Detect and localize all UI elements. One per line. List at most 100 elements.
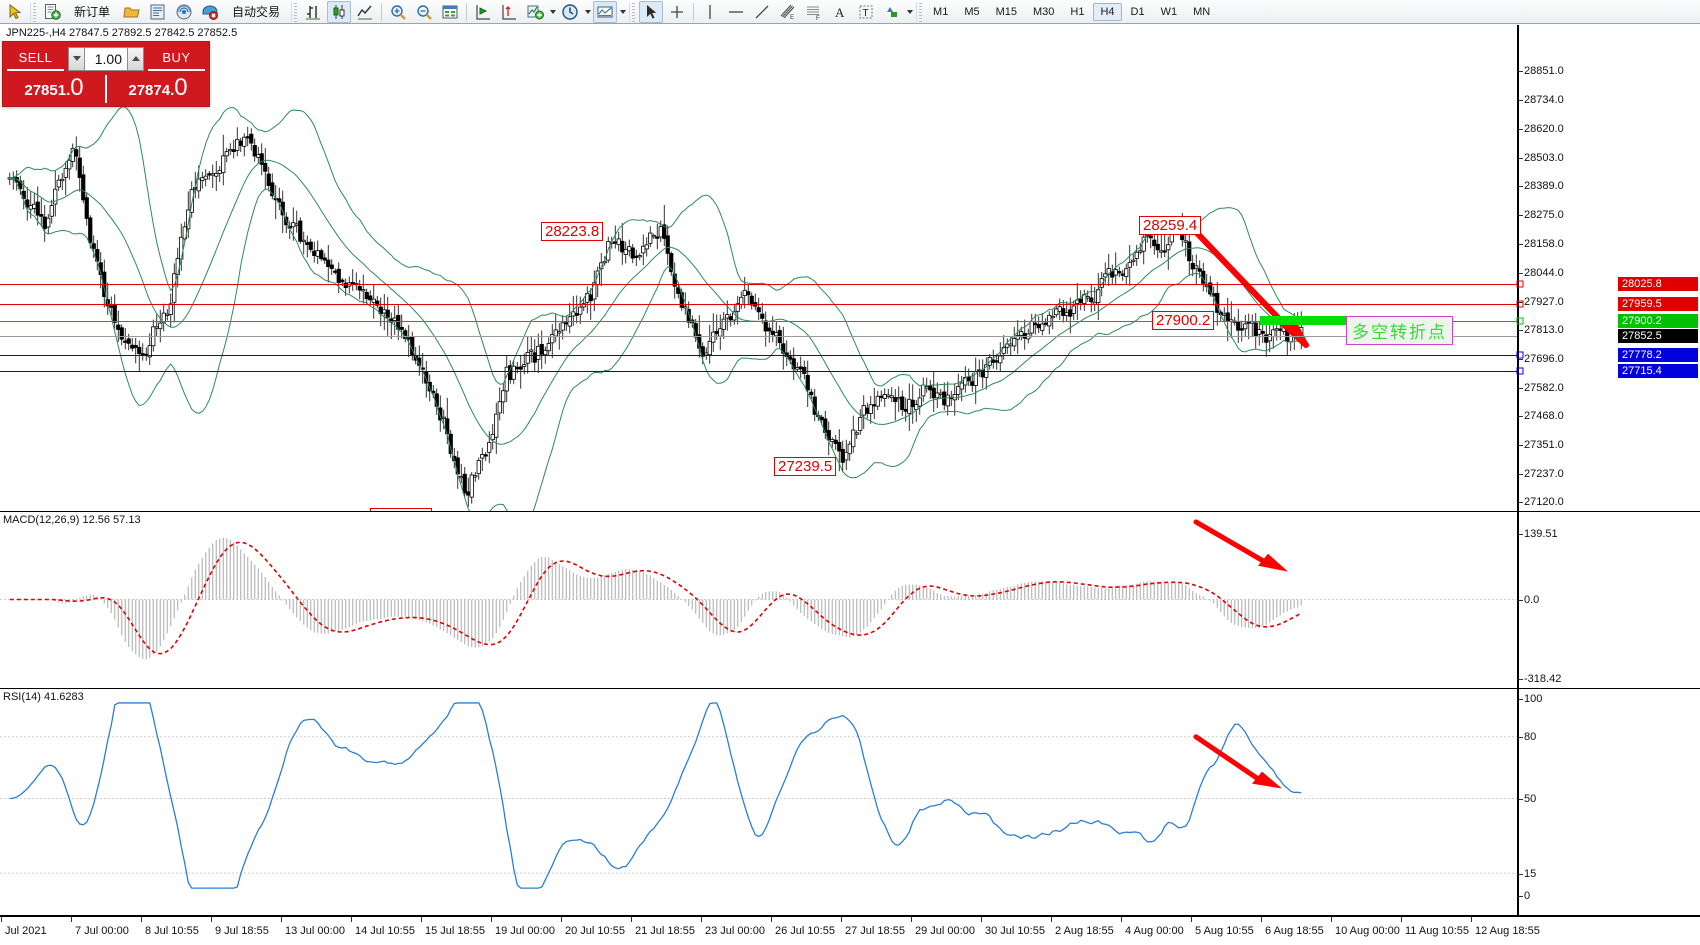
zoom-in-icon[interactable] bbox=[386, 1, 410, 23]
buy-price[interactable]: 27874 . 0 bbox=[107, 72, 209, 106]
bar-chart-icon[interactable] bbox=[301, 1, 325, 23]
rsi-scale: 100 80 50 15 0 bbox=[1517, 689, 1700, 915]
price-tick: 28275.0 bbox=[1519, 209, 1564, 221]
macd-plot[interactable]: MACD(12,26,9) 12.56 57.13 bbox=[0, 512, 1517, 688]
timeframe-h4[interactable]: H4 bbox=[1093, 2, 1122, 21]
price-level-handle[interactable] bbox=[1516, 280, 1524, 288]
sell-button[interactable]: SELL bbox=[7, 47, 64, 71]
templates-chevron-down-icon[interactable] bbox=[618, 2, 627, 22]
one-click-trading-panel[interactable]: SELL 1.00 BUY 27851 . 0 bbox=[2, 41, 210, 107]
time-tick: 10 Aug 00:00 bbox=[1331, 917, 1400, 937]
price-level-tag[interactable]: 27900.2 bbox=[1618, 314, 1698, 328]
swing-high-label-28259[interactable]: 28259.4 bbox=[1139, 216, 1202, 235]
signals-icon[interactable] bbox=[172, 1, 196, 23]
timeframe-h1[interactable]: H1 bbox=[1070, 5, 1085, 18]
vertical-line-icon[interactable] bbox=[698, 1, 722, 23]
price-level-tag[interactable]: 27715.4 bbox=[1618, 364, 1698, 378]
time-tick: 15 Jul 18:55 bbox=[421, 917, 485, 937]
resistance-line-27959[interactable] bbox=[0, 304, 1517, 305]
news-icon[interactable] bbox=[146, 1, 170, 23]
toolbar-grip-2[interactable] bbox=[291, 1, 299, 22]
rsi-pane[interactable]: RSI(14) 41.6283 100 80 50 15 0 bbox=[0, 688, 1700, 915]
chinese-annotation-note[interactable]: 多空转折点 bbox=[1346, 316, 1453, 345]
horizontal-line-icon[interactable] bbox=[724, 1, 748, 23]
swing-low-label-27037[interactable]: 27037.9 bbox=[370, 508, 433, 511]
price-level-tag[interactable]: 27778.2 bbox=[1618, 348, 1698, 362]
cursor-select-icon[interactable] bbox=[639, 0, 664, 23]
time-tick: 27 Jul 18:55 bbox=[841, 917, 905, 937]
macd-downtrend-arrow bbox=[1193, 519, 1288, 572]
price-level-handle[interactable] bbox=[1516, 300, 1524, 308]
toolbar-grip[interactable] bbox=[30, 1, 37, 22]
macd-pane[interactable]: MACD(12,26,9) 12.56 57.13 139.51 0.0 -318.… bbox=[0, 511, 1700, 688]
timeframe-m15[interactable]: M15 bbox=[995, 5, 1017, 18]
sell-price-fraction: 0 bbox=[70, 74, 84, 101]
macd-scale: 139.51 0.0 -318.42 bbox=[1517, 512, 1700, 688]
toolbar-grip-3[interactable] bbox=[629, 1, 637, 22]
cursor-arrow-icon[interactable] bbox=[3, 1, 27, 23]
trendline-icon[interactable] bbox=[750, 1, 774, 23]
resistance-line-28025[interactable] bbox=[0, 284, 1517, 285]
price-level-handle[interactable] bbox=[1516, 317, 1524, 325]
volume-input[interactable]: 1.00 bbox=[85, 46, 127, 71]
candlestick-chart-icon[interactable] bbox=[327, 0, 352, 23]
fibonacci-icon[interactable]: F bbox=[802, 1, 826, 23]
price-level-tag[interactable]: 27852.5 bbox=[1618, 329, 1698, 343]
zoom-out-icon[interactable] bbox=[412, 1, 436, 23]
data-window-icon[interactable] bbox=[438, 1, 462, 23]
toolbar-grip-4[interactable] bbox=[916, 1, 924, 22]
timeframe-m30[interactable]: M30 bbox=[1033, 5, 1055, 18]
timeframe-m1[interactable]: M1 bbox=[933, 5, 949, 18]
pivot-label-27900[interactable]: 27900.2 bbox=[1152, 311, 1215, 330]
shapes-icon[interactable] bbox=[880, 1, 904, 23]
autotrading-icon[interactable] bbox=[198, 1, 222, 23]
folder-icon[interactable] bbox=[120, 1, 144, 23]
timeframe-m5[interactable]: M5 bbox=[964, 5, 980, 18]
buy-button[interactable]: BUY bbox=[148, 47, 205, 71]
sell-price[interactable]: 27851 . 0 bbox=[3, 72, 105, 106]
buy-price-separator: . bbox=[170, 82, 175, 99]
volume-stepper[interactable]: 1.00 bbox=[68, 46, 144, 71]
time-tick: 8 Jul 10:55 bbox=[141, 917, 199, 937]
swing-low-label-27239[interactable]: 27239.5 bbox=[774, 457, 837, 476]
support-line-27715[interactable] bbox=[0, 371, 1517, 372]
price-pane[interactable]: JPN225-,H4 27847.5 27892.5 27842.5 27852… bbox=[0, 25, 1700, 534]
volume-increment-button[interactable] bbox=[127, 46, 144, 71]
autotrading-button[interactable]: 自动交易 bbox=[224, 1, 288, 23]
price-level-tag[interactable]: 28025.8 bbox=[1618, 277, 1698, 291]
text-label-icon[interactable]: T bbox=[854, 1, 878, 23]
shapes-chevron-down-icon[interactable] bbox=[905, 2, 914, 22]
periods-icon[interactable] bbox=[558, 1, 582, 23]
timeframe-mn[interactable]: MN bbox=[1193, 5, 1211, 18]
templates-icon[interactable] bbox=[593, 0, 618, 23]
price-level-handle[interactable] bbox=[1516, 367, 1524, 375]
price-plot[interactable]: JPN225-,H4 27847.5 27892.5 27842.5 27852… bbox=[0, 25, 1517, 511]
support-line-27778[interactable] bbox=[0, 355, 1517, 356]
crosshair-icon[interactable] bbox=[665, 1, 689, 23]
indicators-chevron-down-icon[interactable] bbox=[548, 2, 557, 22]
svg-text:E: E bbox=[790, 15, 794, 21]
price-scale[interactable]: 28851.0 28734.0 28620.0 28503.0 28389.0 28275… bbox=[1516, 25, 1700, 534]
new-order-button[interactable]: 新订单 bbox=[66, 1, 118, 23]
timeframe-d1[interactable]: D1 bbox=[1130, 5, 1145, 18]
time-axis[interactable]: Jul 2021 7 Jul 00:00 8 Jul 10:55 9 Jul 18:5… bbox=[0, 915, 1700, 945]
new-order-icon[interactable] bbox=[40, 1, 64, 23]
price-level-tag[interactable]: 27959.5 bbox=[1618, 297, 1698, 311]
periods-chevron-down-icon[interactable] bbox=[583, 2, 592, 22]
axis-tick: 100 bbox=[1518, 693, 1543, 705]
price-level-handle[interactable] bbox=[1516, 351, 1524, 359]
buy-price-integer: 27874 bbox=[128, 82, 171, 99]
chart-area[interactable]: JPN225-,H4 27847.5 27892.5 27842.5 27852… bbox=[0, 25, 1700, 945]
timeframe-w1[interactable]: W1 bbox=[1160, 5, 1178, 18]
shift-end-icon[interactable] bbox=[497, 1, 521, 23]
volume-decrement-button[interactable] bbox=[68, 46, 85, 71]
rsi-plot[interactable]: RSI(14) 41.6283 bbox=[0, 689, 1517, 915]
equidistant-channel-icon[interactable]: E bbox=[776, 1, 800, 23]
line-chart-icon[interactable] bbox=[353, 1, 377, 23]
indicators-icon[interactable] bbox=[523, 1, 547, 23]
text-icon[interactable]: A bbox=[828, 1, 852, 23]
swing-high-label-28223[interactable]: 28223.8 bbox=[541, 222, 604, 241]
shift-start-icon[interactable] bbox=[471, 1, 495, 23]
pivot-zone-marker[interactable] bbox=[1260, 316, 1350, 325]
